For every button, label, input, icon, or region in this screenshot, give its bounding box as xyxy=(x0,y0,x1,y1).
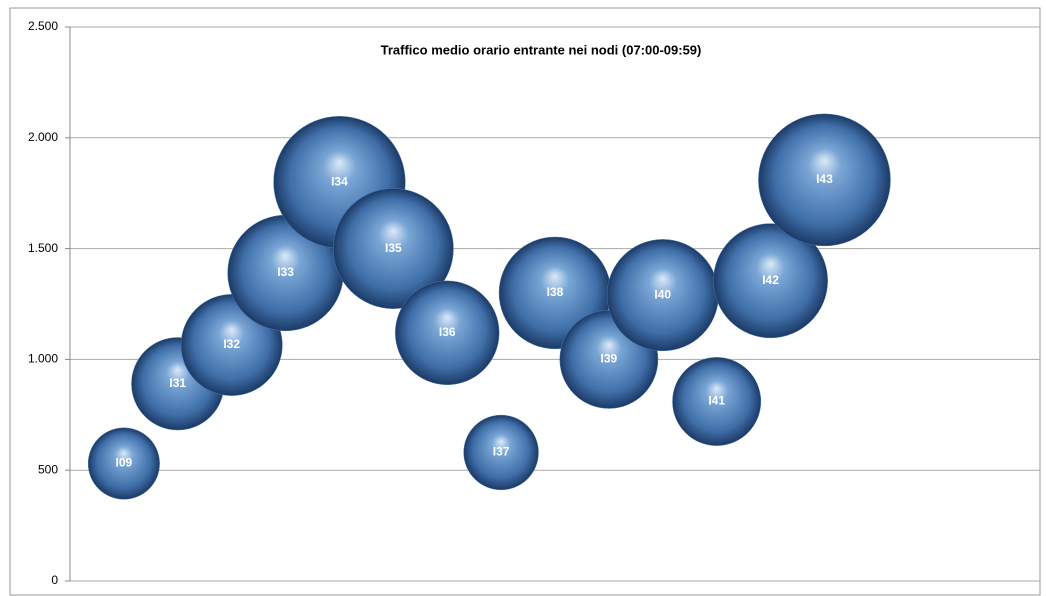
data-label: I33 xyxy=(277,265,294,279)
bubble xyxy=(463,414,539,491)
data-label: I40 xyxy=(654,287,671,301)
bubble xyxy=(758,113,891,247)
data-label: I31 xyxy=(169,376,186,390)
data-label: I34 xyxy=(331,174,348,188)
data-label: I36 xyxy=(439,325,456,339)
data-label: I09 xyxy=(116,456,133,470)
data-label: I43 xyxy=(816,172,833,186)
data-label: I41 xyxy=(708,394,725,408)
bubble xyxy=(672,357,762,446)
y-tick-label: 1.500 xyxy=(28,241,58,255)
bubble xyxy=(87,427,160,500)
data-label: I39 xyxy=(601,352,618,366)
chart-frame xyxy=(9,7,1041,596)
data-label: I42 xyxy=(762,273,779,287)
data-label: I35 xyxy=(385,241,402,255)
bubble xyxy=(395,280,500,385)
chart-title: Traffico medio orario entrante nei nodi … xyxy=(381,42,702,57)
y-tick-label: 0 xyxy=(51,573,58,587)
bubble xyxy=(333,188,454,309)
y-tick-label: 1.000 xyxy=(28,352,58,366)
y-tick-label: 2.000 xyxy=(28,130,58,144)
y-tick-label: 500 xyxy=(38,462,58,476)
data-label: I37 xyxy=(493,445,510,459)
data-label: I32 xyxy=(223,337,240,351)
y-tick-label: 2.500 xyxy=(28,19,58,33)
data-label: I38 xyxy=(547,285,564,299)
bubble xyxy=(713,223,828,339)
